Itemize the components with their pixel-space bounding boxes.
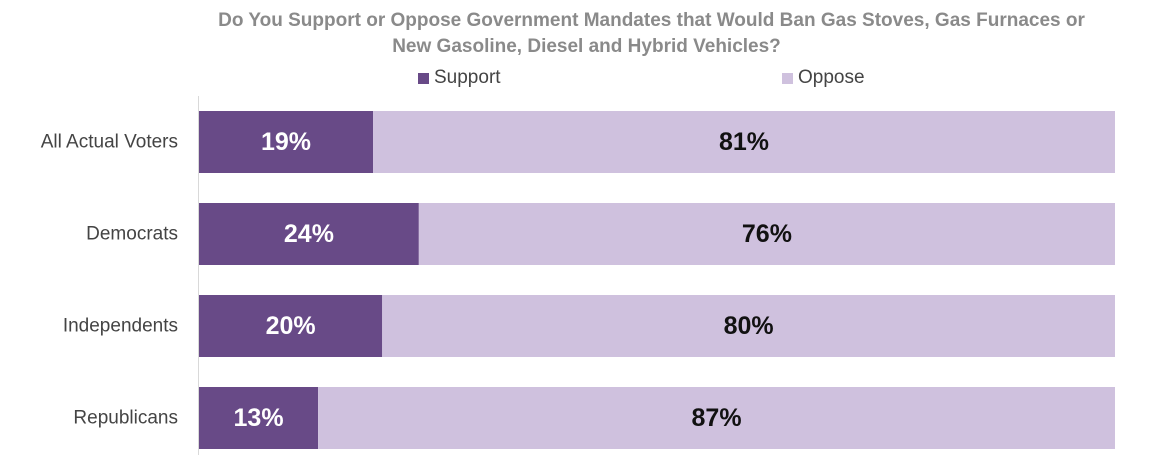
data-label-support-republicans: 13% <box>234 404 284 432</box>
bar-oppose-democrats <box>418 203 1116 265</box>
data-label-oppose-independents: 80% <box>724 312 774 340</box>
category-label-independents: Independents <box>63 316 178 337</box>
legend-item-support: Support <box>418 67 501 89</box>
data-label-support-all-actual-voters: 19% <box>261 128 311 156</box>
legend-swatch-support <box>418 72 429 84</box>
data-label-oppose-all-actual-voters: 81% <box>719 128 769 156</box>
data-label-oppose-democrats: 76% <box>742 220 792 248</box>
legend-label-support: Support <box>434 67 501 88</box>
bar-oppose-independents <box>382 295 1115 357</box>
category-label-democrats: Democrats <box>86 224 178 245</box>
legend-swatch-oppose <box>782 72 793 84</box>
bar-support-republicans <box>199 387 319 449</box>
chart-legend: Support Oppose <box>0 67 1173 89</box>
category-label-republicans: Republicans <box>73 408 178 429</box>
data-label-support-democrats: 24% <box>284 220 334 248</box>
bar-support-all-actual-voters <box>199 111 374 173</box>
bar-support-democrats <box>199 203 419 265</box>
bar-oppose-all-actual-voters <box>373 111 1115 173</box>
legend-label-oppose: Oppose <box>798 67 865 88</box>
chart-title-line-2: New Gasoline, Diesel and Hybrid Vehicles… <box>392 36 781 57</box>
category-label-all-actual-voters: All Actual Voters <box>41 132 178 153</box>
data-label-support-independents: 20% <box>266 312 316 340</box>
bar-oppose-republicans <box>318 387 1116 449</box>
chart-title-line-1: Do You Support or Oppose Government Mand… <box>218 10 1085 31</box>
legend-item-oppose: Oppose <box>782 67 865 89</box>
bar-support-independents <box>199 295 383 357</box>
chart-title: Do You Support or Oppose Government Mand… <box>0 8 1173 60</box>
data-label-oppose-republicans: 87% <box>692 404 742 432</box>
